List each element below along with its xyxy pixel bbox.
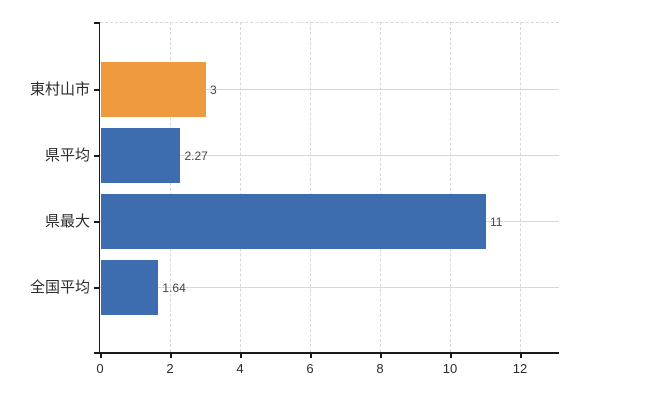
x-tick-10: [450, 352, 452, 358]
y-tick-3: [94, 287, 100, 289]
x-tick-4: [240, 352, 242, 358]
x-tick-2: [170, 352, 172, 358]
category-label-1: 県平均: [44, 147, 90, 164]
bar-2: [101, 193, 486, 249]
y-tick-2: [94, 221, 100, 223]
gridline-category-3: [100, 287, 559, 288]
bar-1: [101, 127, 181, 183]
x-tick-label-4: 4: [236, 361, 244, 376]
gridline-xtick-10: [450, 22, 451, 352]
bar-value-label-0: 3: [210, 83, 217, 97]
gridline-category-1: [100, 155, 559, 156]
bar-3: [101, 259, 159, 315]
x-tick-label-2: 2: [166, 361, 174, 376]
category-label-3: 全国平均: [29, 279, 90, 296]
bar-value-label-3: 1.64: [162, 281, 186, 295]
x-axis: [94, 352, 559, 354]
y-tick-0: [94, 89, 100, 91]
x-tick-label-8: 8: [376, 361, 384, 376]
bar-value-label-2: 11: [490, 215, 503, 229]
gridline-xtick-2: [170, 22, 171, 352]
gridline-category-0: [100, 89, 559, 90]
gridline-xtick-6: [310, 22, 311, 352]
x-tick-label-10: 10: [442, 361, 458, 376]
x-tick-12: [520, 352, 522, 358]
bar-value-label-1: 2.27: [184, 149, 208, 163]
x-tick-label-0: 0: [96, 361, 104, 376]
bar-0: [101, 61, 206, 117]
x-tick-6: [310, 352, 312, 358]
y-tick-top: [94, 22, 100, 24]
x-tick-label-12: 12: [512, 361, 528, 376]
x-tick-8: [380, 352, 382, 358]
y-axis: [98, 22, 100, 352]
gridline-top: [100, 22, 559, 23]
x-tick-label-6: 6: [306, 361, 314, 376]
gridline-xtick-4: [240, 22, 241, 352]
category-label-0: 東村山市: [29, 81, 90, 98]
y-tick-1: [94, 155, 100, 157]
gridline-xtick-8: [380, 22, 381, 352]
x-tick-0: [100, 352, 102, 358]
gridline-xtick-12: [520, 22, 521, 352]
category-label-2: 県最大: [44, 213, 90, 230]
